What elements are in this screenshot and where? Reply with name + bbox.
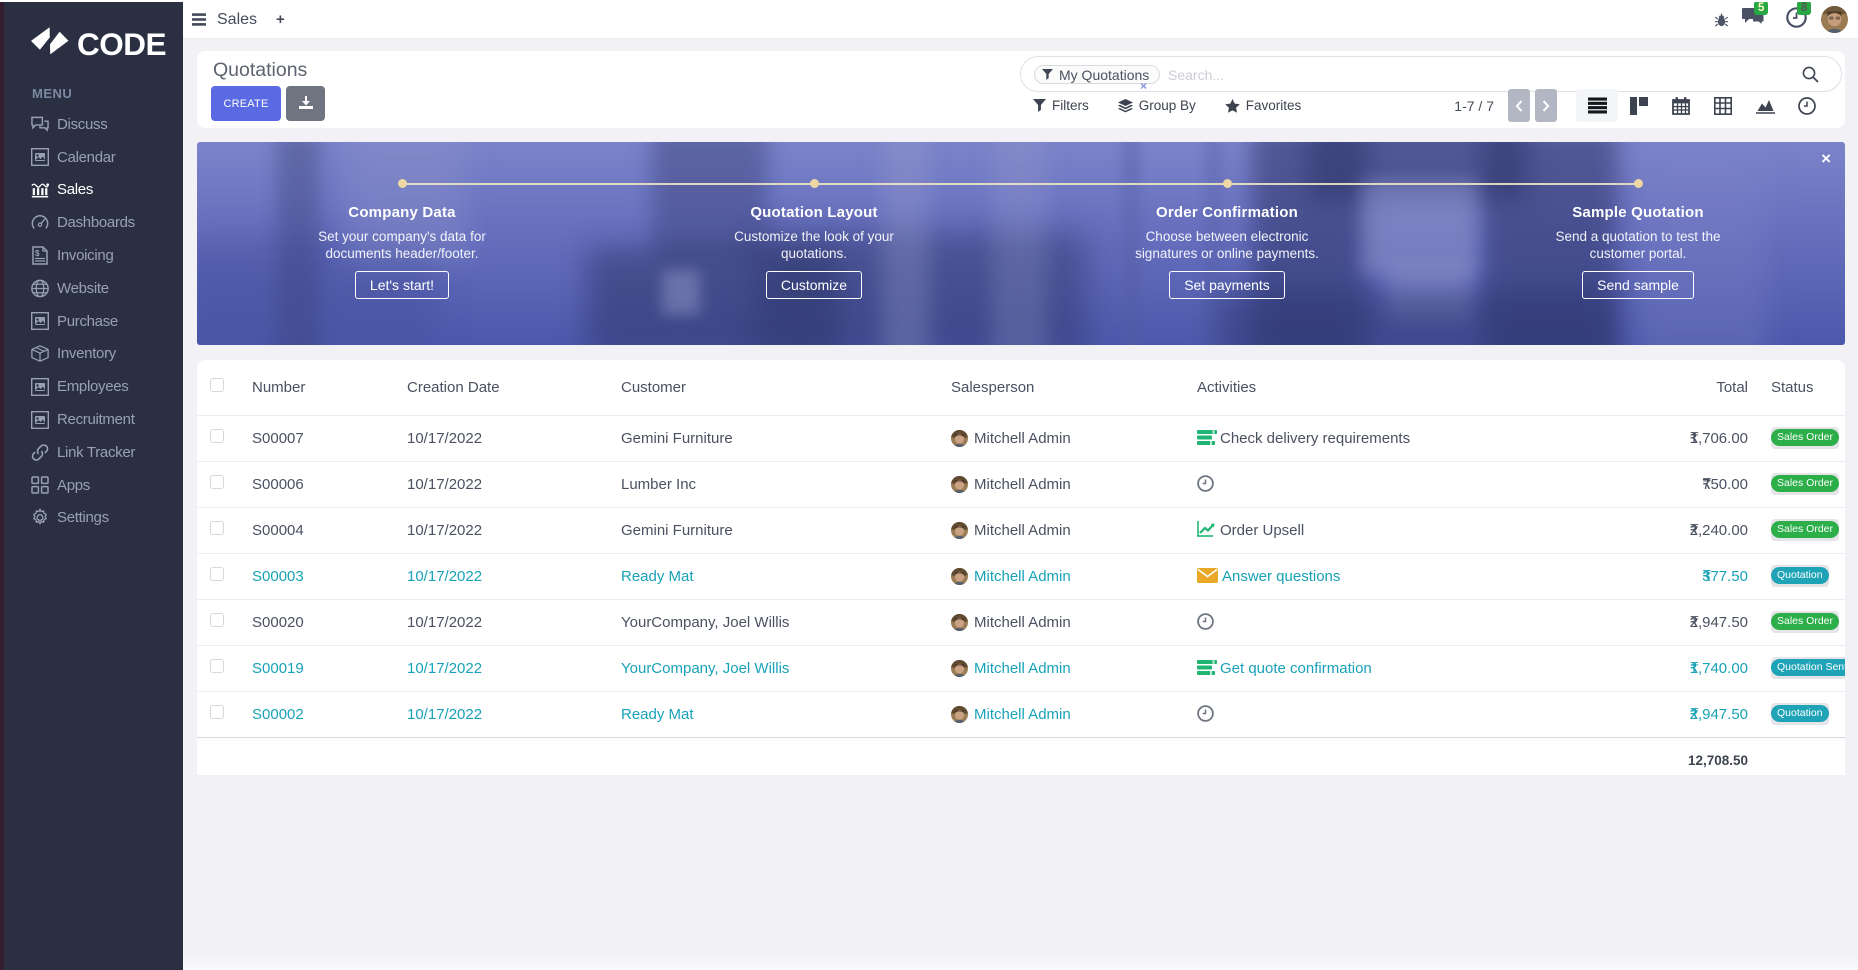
svg-text:$: $ [35,249,40,258]
